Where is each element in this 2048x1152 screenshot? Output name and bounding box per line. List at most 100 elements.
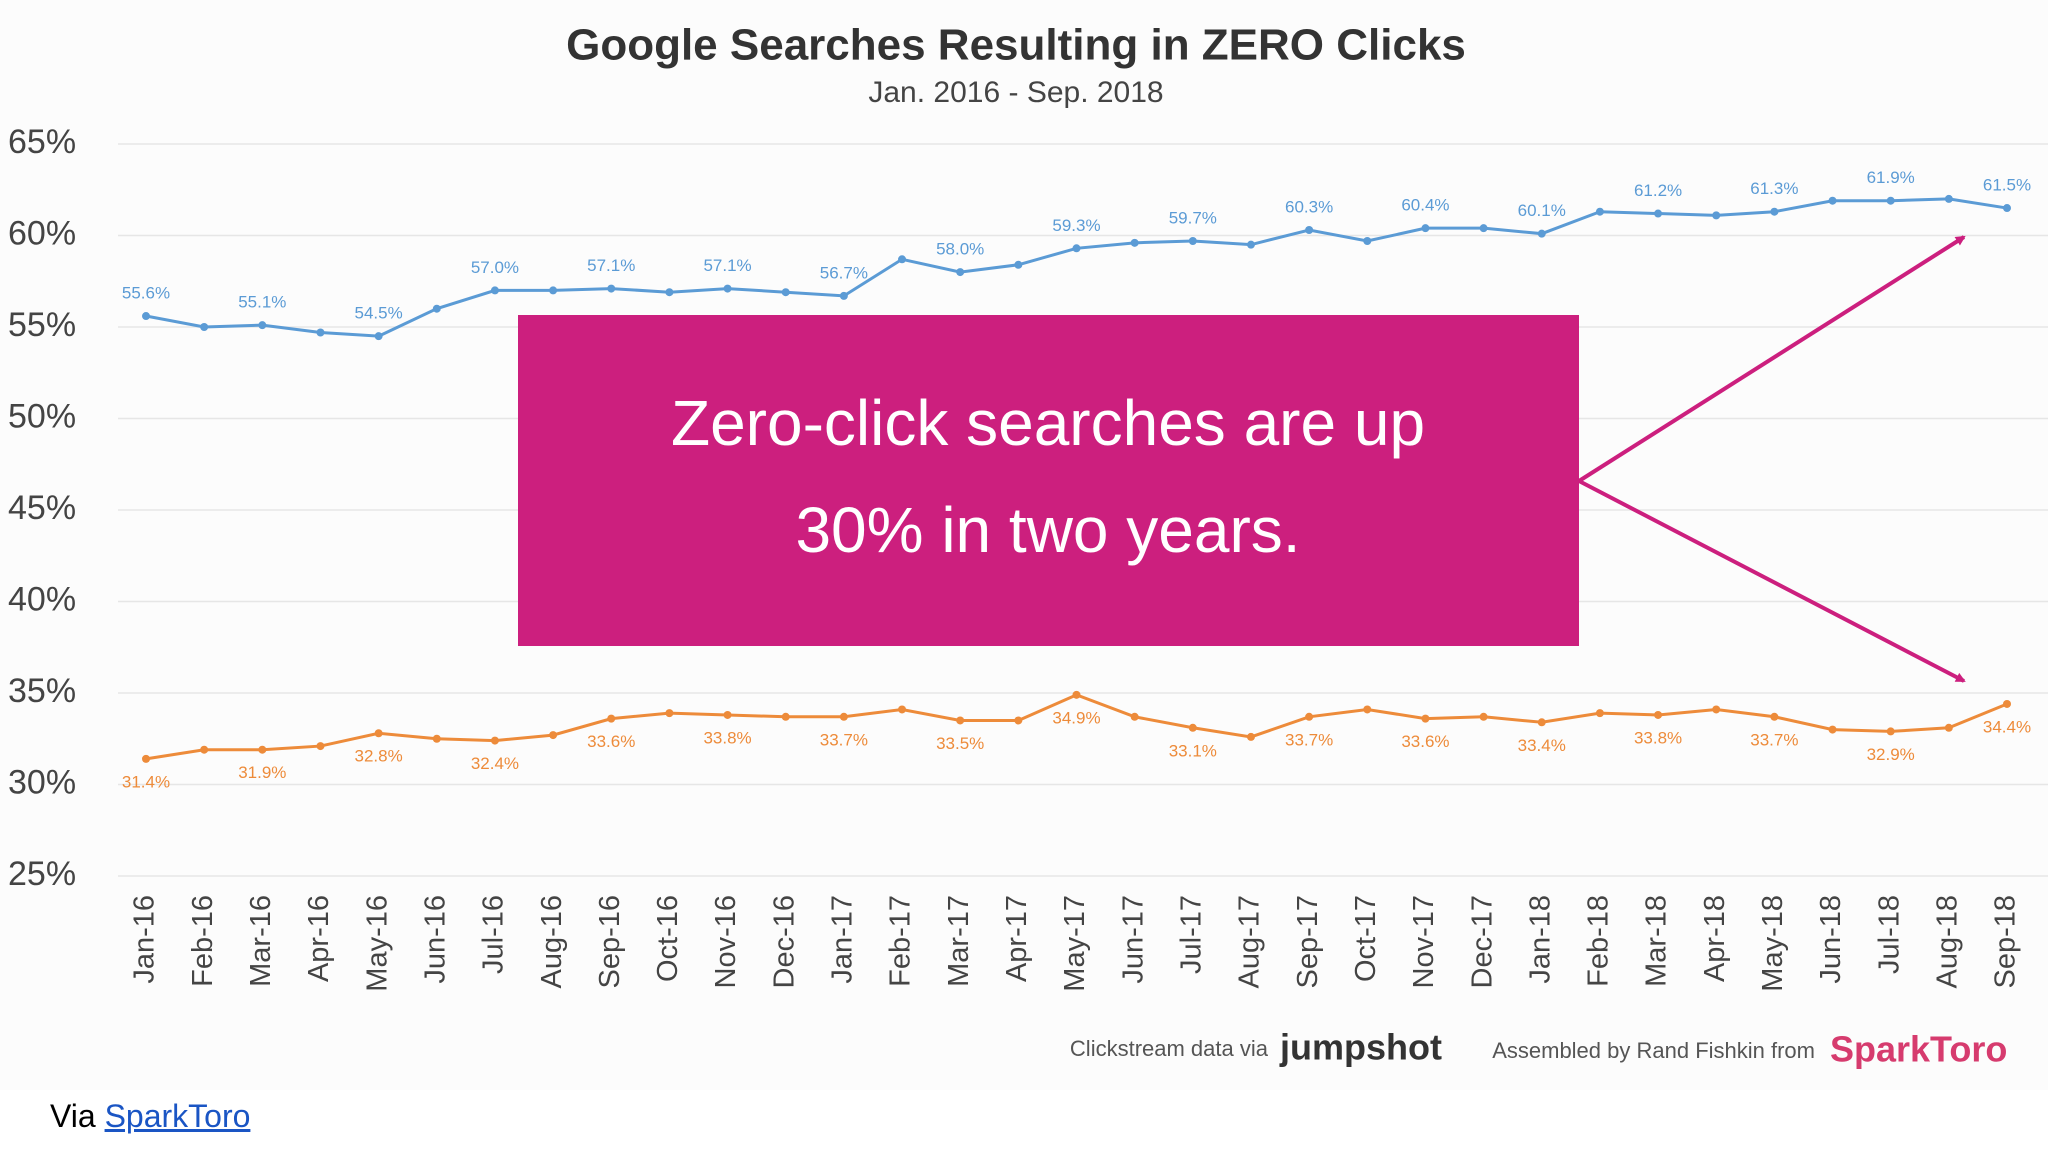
data-point: [258, 321, 267, 330]
x-tick-label: Mar-17: [943, 895, 975, 987]
data-label: 60.4%: [1401, 196, 1449, 215]
data-point: [1770, 207, 1779, 216]
data-label: 32.8%: [355, 747, 403, 766]
data-point: [432, 734, 441, 743]
data-point: [1886, 196, 1895, 205]
data-point: [665, 288, 674, 297]
x-tick-label: Mar-16: [245, 895, 277, 987]
data-point: [1305, 712, 1314, 721]
data-point: [1421, 224, 1430, 233]
data-label: 33.7%: [1285, 730, 1333, 749]
data-label: 33.1%: [1169, 741, 1217, 760]
data-point: [2003, 699, 2011, 708]
data-point: [1479, 224, 1488, 233]
data-point: [316, 328, 325, 337]
data-point: [898, 705, 907, 714]
data-point: [1072, 244, 1081, 253]
y-tick-label: 50%: [8, 397, 76, 435]
data-label: 31.9%: [238, 763, 286, 782]
data-point: [839, 291, 848, 300]
data-point: [1770, 712, 1779, 721]
data-point: [1595, 207, 1604, 216]
data-label: 33.6%: [1401, 732, 1449, 751]
data-label: 55.6%: [122, 284, 170, 303]
data-point: [1363, 236, 1372, 245]
data-label: 60.1%: [1518, 201, 1566, 220]
data-point: [1130, 712, 1139, 721]
data-point: [1712, 705, 1721, 714]
data-label: 32.9%: [1867, 745, 1915, 764]
x-tick-label: Dec-16: [768, 895, 800, 989]
footer-text: Via: [50, 1098, 96, 1134]
data-point: [549, 731, 558, 740]
data-point: [432, 304, 441, 313]
data-point: [1595, 709, 1604, 718]
data-point: [1654, 209, 1663, 218]
x-tick-label: Jul-18: [1873, 895, 1905, 974]
data-point: [142, 754, 150, 763]
data-label: 57.0%: [471, 258, 519, 277]
chart-title: Google Searches Resulting in ZERO Clicks: [566, 21, 1466, 70]
data-label: 33.4%: [1518, 736, 1566, 755]
y-tick-label: 45%: [8, 489, 76, 527]
data-label: 59.3%: [1052, 216, 1100, 235]
y-tick-label: 25%: [8, 855, 76, 893]
data-point: [1712, 211, 1721, 220]
footer: Via SparkToro: [50, 1098, 250, 1135]
data-point: [374, 729, 383, 738]
data-point: [1246, 732, 1255, 741]
x-tick-label: Jan-18: [1524, 895, 1556, 984]
data-point: [1130, 238, 1139, 247]
data-point: [1537, 718, 1546, 727]
data-label: 60.3%: [1285, 197, 1333, 216]
y-tick-label: 35%: [8, 672, 76, 710]
data-point: [258, 745, 267, 754]
data-point: [781, 288, 790, 297]
x-tick-label: Aug-18: [1932, 895, 1964, 989]
data-point: [200, 745, 209, 754]
arrow: [1578, 479, 1966, 683]
data-point: [1421, 714, 1430, 723]
data-point: [1654, 710, 1663, 719]
data-point: [898, 255, 907, 264]
data-point: [490, 736, 499, 745]
credit-text: Clickstream data via: [1070, 1036, 1269, 1061]
data-label: 61.9%: [1867, 168, 1915, 187]
x-tick-label: Apr-17: [1001, 895, 1033, 982]
data-point: [723, 284, 732, 293]
data-point: [1305, 226, 1314, 235]
data-point: [374, 332, 383, 341]
data-label: 61.2%: [1634, 181, 1682, 200]
data-label: 34.9%: [1052, 708, 1100, 727]
footer-link[interactable]: SparkToro: [104, 1098, 251, 1134]
data-label: 33.7%: [820, 730, 868, 749]
x-tick-label: Sep-16: [594, 895, 626, 989]
x-tick-label: Jul-17: [1175, 895, 1207, 974]
data-point: [1188, 723, 1197, 732]
callout: Zero-click searches are up 30% in two ye…: [518, 235, 1966, 683]
data-label: 61.3%: [1750, 179, 1798, 198]
credit-text: Assembled by Rand Fishkin from: [1492, 1038, 1815, 1063]
data-label: 33.8%: [1634, 728, 1682, 747]
data-point: [665, 709, 674, 718]
data-point: [316, 742, 325, 751]
x-tick-label: Jun-18: [1815, 895, 1847, 984]
data-point: [490, 286, 499, 295]
data-point: [1479, 712, 1488, 721]
data-point: [1188, 236, 1197, 245]
y-tick-label: 60%: [8, 214, 76, 252]
x-tick-label: Apr-16: [303, 895, 335, 982]
data-point: [1944, 723, 1953, 732]
y-tick-label: 30%: [8, 763, 76, 801]
data-point: [1828, 725, 1837, 734]
data-label: 58.0%: [936, 240, 984, 259]
data-point: [1944, 194, 1953, 203]
x-tick-label: May-16: [361, 895, 393, 992]
data-label: 31.4%: [122, 772, 170, 791]
data-label: 34.4%: [1983, 717, 2031, 736]
data-point: [1828, 196, 1837, 205]
data-point: [142, 312, 150, 321]
data-point: [1363, 705, 1372, 714]
data-label: 56.7%: [820, 263, 868, 282]
